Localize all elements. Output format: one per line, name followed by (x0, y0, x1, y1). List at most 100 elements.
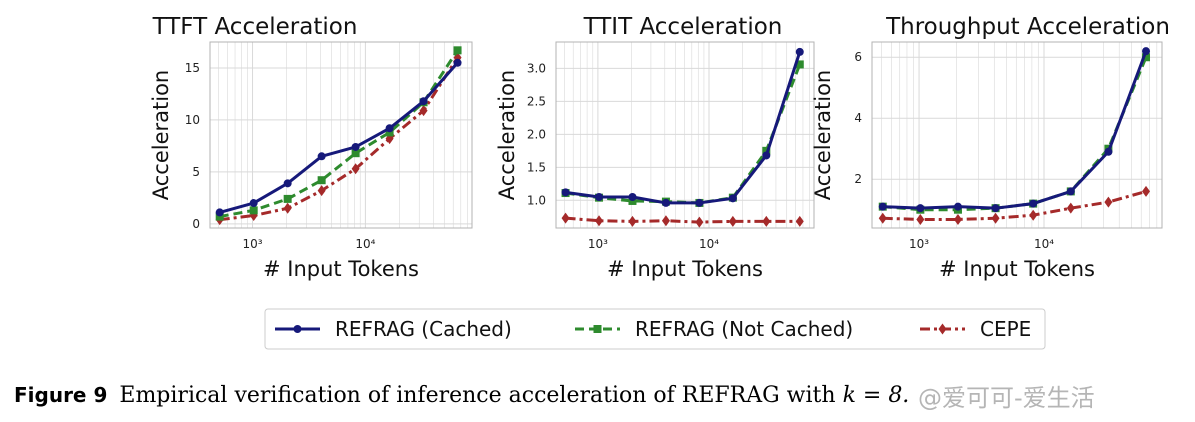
data-point-notcached (215, 212, 224, 221)
data-point-notcached (317, 176, 326, 185)
data-point-notcached (795, 60, 804, 69)
data-point-cached (762, 151, 771, 160)
data-point-cached (661, 198, 670, 207)
series-line-cepe (219, 56, 459, 222)
data-point-cepe (762, 215, 771, 227)
series-cepe (561, 212, 804, 228)
data-point-cepe (628, 215, 637, 227)
data-point-notcached (385, 128, 394, 137)
data-point-cached (317, 152, 326, 161)
x-tick-label: 10⁴ (699, 237, 719, 251)
data-point-cepe (1029, 209, 1038, 221)
data-point-cached (215, 208, 224, 217)
legend-marker-cepe (938, 323, 947, 335)
series-cepe (878, 185, 1151, 225)
plot-frame (871, 41, 1163, 229)
legend-marker-notcached (593, 325, 602, 333)
data-point-cepe (661, 215, 670, 227)
y-tick-label: 3.0 (527, 61, 546, 75)
data-point-cached (1142, 47, 1151, 56)
series-line-cached (882, 50, 1148, 210)
data-point-cached (249, 199, 258, 208)
data-point-cached (561, 188, 570, 197)
data-point-cached (1104, 147, 1113, 156)
y-axis-label: Acceleration (495, 70, 519, 201)
legend-entry-cached: REFRAG (Cached) (275, 317, 512, 341)
data-point-cached (628, 193, 637, 201)
x-tick-label: 10³ (909, 237, 929, 251)
x-axis-label: # Input Tokens (263, 257, 419, 281)
data-point-cepe (283, 202, 292, 214)
data-point-cepe (953, 213, 962, 225)
data-point-notcached (453, 46, 462, 55)
data-point-notcached (1142, 53, 1151, 62)
legend-marker-cached (293, 325, 302, 333)
y-axis-label: Acceleration (149, 70, 173, 201)
data-point-cepe (419, 105, 428, 117)
data-point-cached (283, 179, 292, 188)
legend-frame (264, 308, 1046, 350)
series-cached (561, 47, 804, 207)
y-tick-label: 15 (185, 61, 200, 75)
legend-label-cached: REFRAG (Cached) (335, 317, 512, 341)
data-point-cached (1029, 199, 1038, 208)
plot-frame (209, 41, 473, 229)
y-tick-label: 6 (854, 50, 862, 64)
y-tick-label: 1.5 (527, 160, 546, 174)
chart-panel-3: 10³ 10⁴ 2 4 6 Throughput Acceleration # Input … (811, 14, 1170, 281)
x-tick-label: 10³ (588, 237, 608, 251)
data-point-cached (1066, 187, 1075, 196)
caption-label: Figure 9 (14, 383, 108, 407)
legend-entry-cepe: CEPE (920, 317, 1031, 341)
series-line-cached (219, 61, 459, 214)
data-point-notcached (249, 206, 258, 215)
x-axis-label: # Input Tokens (607, 257, 763, 281)
data-point-cached (453, 58, 462, 67)
data-point-cepe (695, 216, 704, 228)
data-point-cepe (728, 215, 737, 227)
chart-title: TTFT Acceleration (152, 14, 358, 40)
legend: REFRAG (Cached) REFRAG (Not Cached) CEPE (264, 308, 1046, 350)
data-point-cepe (795, 215, 804, 227)
y-tick-label: 5 (192, 165, 200, 179)
data-point-cached (351, 142, 360, 151)
series-cached (878, 47, 1151, 213)
data-point-cepe (1066, 202, 1075, 214)
data-point-cepe (561, 212, 570, 224)
legend-label-notcached: REFRAG (Not Cached) (635, 317, 853, 341)
data-point-notcached (283, 194, 292, 203)
x-tick-label: 10³ (242, 237, 262, 251)
series-line-cached (565, 51, 802, 205)
chart-panel-2: 10³ 10⁴ 1.0 1.5 2.0 2.5 3.0 TTIT Acceleration # … (495, 14, 815, 281)
y-tick-label: 2 (854, 172, 862, 186)
data-point-cepe (351, 163, 360, 175)
series-line-notcached (565, 63, 802, 205)
data-point-cached (953, 202, 962, 211)
caption-text: Empirical verification of inference acce… (119, 383, 836, 408)
x-tick-label: 10⁴ (355, 237, 375, 251)
plot-frame (555, 41, 815, 229)
legend-entry-notcached: REFRAG (Not Cached) (575, 317, 853, 341)
caption-math: k = 8. (842, 383, 910, 408)
figure-caption: Figure 9 Empirical verification of infere… (14, 383, 1184, 408)
y-tick-label: 2.5 (527, 94, 546, 108)
chart-panel-1: 10³ 10⁴ 0 5 10 15 TTFT Acceleration # Input Tok… (149, 14, 473, 281)
data-point-cepe (317, 185, 326, 197)
data-point-cepe (1142, 185, 1151, 197)
data-point-cached (728, 194, 737, 203)
data-point-cepe (595, 215, 604, 227)
data-point-cached (385, 124, 394, 133)
series-line-cepe (565, 216, 800, 224)
y-axis-label: Acceleration (811, 70, 835, 201)
chart-title: Throughput Acceleration (885, 14, 1170, 40)
legend-label-cepe: CEPE (980, 317, 1031, 341)
data-point-cached (695, 198, 704, 207)
data-point-cached (419, 97, 428, 106)
series-line-cepe (882, 189, 1147, 221)
data-point-cepe (916, 213, 925, 225)
chart-title: TTIT Acceleration (583, 14, 783, 40)
y-tick-label: 0 (192, 217, 200, 231)
x-axis-label: # Input Tokens (939, 257, 1095, 281)
data-point-cepe (878, 212, 887, 224)
